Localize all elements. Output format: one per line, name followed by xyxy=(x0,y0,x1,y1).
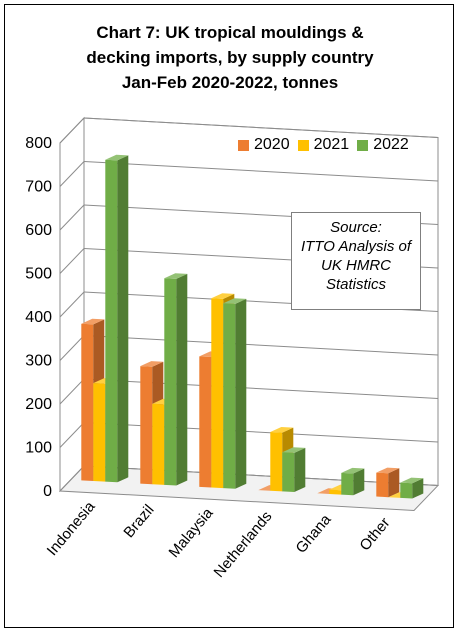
x-tick-label-other: Other xyxy=(356,514,393,554)
source-line-1: Source: xyxy=(330,219,382,236)
legend-label-2021: 2021 xyxy=(313,136,350,153)
source-annotation: Source: ITTO Analysis of UK HMRC Statist… xyxy=(291,212,421,310)
legend-swatch-2020 xyxy=(238,139,249,151)
bar-indonesia-2022-side xyxy=(117,155,129,483)
chart-title-line-2: decking imports, by supply country xyxy=(86,48,374,67)
x-tick-label-indonesia: Indonesia xyxy=(44,498,99,559)
bar-brazil-2022-front xyxy=(164,278,177,486)
x-tick-label-brazil: Brazil xyxy=(120,502,157,542)
legend-item-2022: 2022 xyxy=(357,136,409,154)
bar-ghana-2022-front xyxy=(341,472,354,496)
gridline-side xyxy=(59,378,85,405)
y-tick-label: 100 xyxy=(25,440,52,457)
bar-netherlands-2022-front xyxy=(282,452,295,493)
bar-brazil-2022-side xyxy=(176,273,188,486)
chart-title-line-1: Chart 7: UK tropical mouldings & xyxy=(96,23,364,42)
legend-label-2020: 2020 xyxy=(254,136,290,153)
bar-malaysia-2021-top xyxy=(211,293,235,299)
bar-other-2020-top xyxy=(376,467,400,474)
gridline-side xyxy=(59,465,85,492)
bar-malaysia-2022-front xyxy=(223,303,236,489)
chart-title-line-3: Jan-Feb 2020-2022, tonnes xyxy=(121,73,339,92)
legend-swatch-2022 xyxy=(357,139,369,151)
bar-indonesia-2021-front xyxy=(93,383,106,482)
legend-item-2021: 2021 xyxy=(297,136,350,154)
y-tick-label: 500 xyxy=(25,266,52,283)
gridline-side xyxy=(59,204,85,231)
bar-netherlands-2022-side xyxy=(294,447,306,493)
source-line-2: ITTO Analysis of xyxy=(300,238,412,255)
gridline-side xyxy=(59,335,85,361)
bar-indonesia-2022-front xyxy=(105,159,118,483)
gridline-side xyxy=(59,117,85,144)
y-tick-label: 600 xyxy=(25,222,52,239)
chart-legend: 2020 2021 2022 xyxy=(238,136,409,154)
gridline-side xyxy=(59,291,85,318)
bar-brazil-2021-front xyxy=(152,403,165,485)
y-tick-label: 0 xyxy=(43,483,52,500)
y-tick-label: 800 xyxy=(25,135,52,152)
y-tick-label: 400 xyxy=(25,309,52,326)
bar-malaysia-2020-front xyxy=(199,356,212,488)
bar-other-2020-front xyxy=(376,472,389,498)
bar-other-2022-front xyxy=(400,482,413,499)
y-tick-label: 200 xyxy=(25,396,52,413)
bar-indonesia-2020-top xyxy=(81,318,105,325)
bar-other-2022-top xyxy=(400,477,424,484)
source-line-4: Statistics xyxy=(325,276,386,293)
gridline-side xyxy=(59,422,85,448)
gridline-side xyxy=(59,161,85,187)
gridline xyxy=(83,161,439,182)
y-tick-label: 300 xyxy=(25,353,52,370)
bar-malaysia-2021-front xyxy=(211,298,224,489)
bar-malaysia-2022-side xyxy=(235,298,247,489)
source-line-3: UK HMRC xyxy=(321,257,391,274)
bar-ghana-2021-front xyxy=(329,489,342,495)
bar-indonesia-2022-top xyxy=(105,154,129,161)
x-tick-label-ghana: Ghana xyxy=(293,511,335,557)
bar-brazil-2022-top xyxy=(164,273,188,279)
legend-item-2020: 2020 xyxy=(238,136,290,154)
x-tick-label-netherlands: Netherlands xyxy=(211,508,276,581)
bar-other-2022-side xyxy=(412,478,424,499)
bar-brazil-2020-top xyxy=(140,361,164,367)
legend-swatch-2021 xyxy=(297,139,309,151)
bar-ghana-2022-side xyxy=(353,468,365,496)
gridline xyxy=(83,117,439,138)
bar-malaysia-2022-top xyxy=(223,298,247,304)
bar-netherlands-2021-top xyxy=(270,426,294,433)
bar-other-2020-side xyxy=(388,468,400,498)
gridline xyxy=(83,335,439,356)
bar-netherlands-2022-top xyxy=(282,447,306,453)
bar-ghana-2022-top xyxy=(341,467,365,474)
gridline-side xyxy=(59,248,85,274)
y-tick-label: 700 xyxy=(25,179,52,196)
x-tick-label-malaysia: Malaysia xyxy=(165,504,216,561)
bar-netherlands-2021-front xyxy=(270,431,283,492)
bar-brazil-2020-front xyxy=(140,366,153,485)
legend-label-2022: 2022 xyxy=(373,136,409,153)
bar-indonesia-2020-front xyxy=(81,323,94,481)
